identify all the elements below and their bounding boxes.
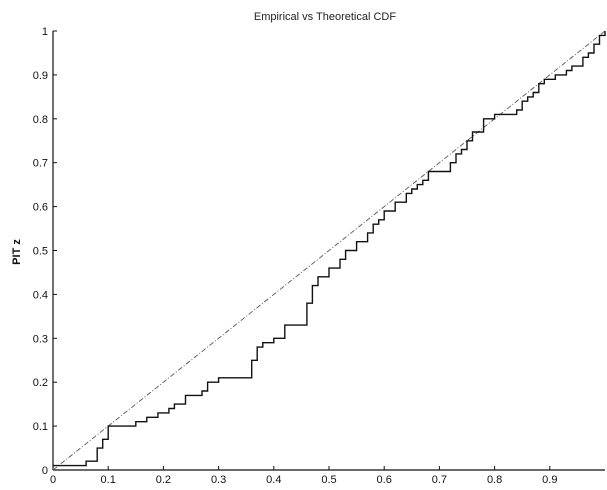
y-tick-label: 0.1 bbox=[33, 421, 48, 433]
y-tick-label: 0.3 bbox=[33, 333, 48, 345]
x-tick-label: 0.9 bbox=[542, 474, 557, 486]
x-tick-label: 0 bbox=[50, 474, 56, 486]
y-tick-label: 0.2 bbox=[33, 377, 48, 389]
y-tick-label: 0.6 bbox=[33, 202, 48, 214]
y-tick-label: 0.8 bbox=[33, 114, 48, 126]
chart-title: Empirical vs Theoretical CDF bbox=[254, 11, 397, 23]
plot-series bbox=[52, 30, 606, 471]
empirical-cdf-line bbox=[53, 31, 606, 467]
y-tick-label: 0.4 bbox=[33, 289, 48, 301]
y-axis-label: PIT z bbox=[11, 239, 23, 265]
y-tick-label: 0.7 bbox=[33, 158, 48, 170]
y-tick-label: 0 bbox=[42, 465, 48, 477]
theoretical-cdf-line bbox=[52, 30, 606, 471]
x-tick-label: 0.3 bbox=[211, 474, 226, 486]
y-axis-ticks: 0 0.1 0.2 0.3 0.4 0.5 0.6 0.7 0.8 0.9 1 bbox=[33, 26, 57, 477]
y-tick-label: 0.9 bbox=[33, 70, 48, 82]
y-tick-label: 1 bbox=[42, 26, 48, 38]
y-tick-label: 0.5 bbox=[33, 246, 48, 258]
x-tick-label: 0.6 bbox=[377, 474, 392, 486]
x-tick-label: 0.1 bbox=[101, 474, 116, 486]
x-tick-label: 0.5 bbox=[321, 474, 336, 486]
x-tick-label: 0.2 bbox=[156, 474, 171, 486]
x-tick-label: 0.7 bbox=[432, 474, 447, 486]
x-axis-ticks: 0 0.1 0.2 0.3 0.4 0.5 0.6 0.7 0.8 0.9 bbox=[50, 466, 557, 486]
x-tick-label: 0.8 bbox=[487, 474, 502, 486]
x-tick-label: 0.4 bbox=[266, 474, 281, 486]
